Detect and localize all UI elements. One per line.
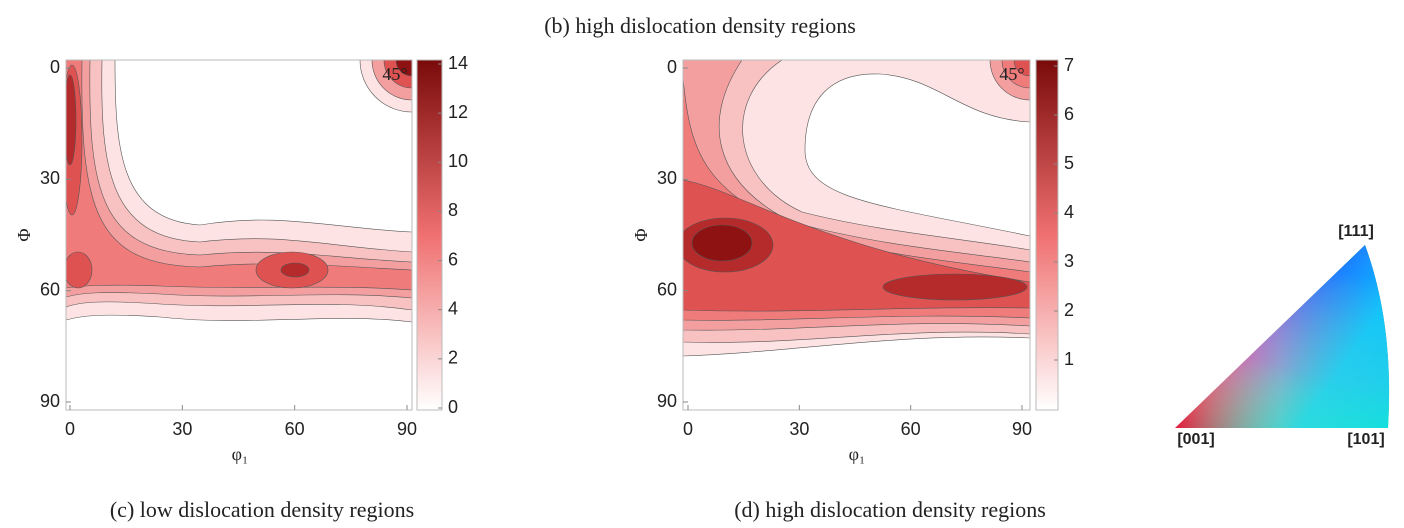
x-tick-label: 90 <box>1012 419 1032 439</box>
y-axis-label: Φ <box>14 228 34 241</box>
x-tick-label: 30 <box>789 419 809 439</box>
ipf-key <box>1175 245 1390 428</box>
ipf-label: [111] <box>1338 223 1374 240</box>
colorbar-tick-label: 5 <box>1064 153 1074 173</box>
colorbar-tick-label: 12 <box>448 102 468 122</box>
colorbar-tick-label: 4 <box>448 298 458 318</box>
x-tick-label: 0 <box>65 419 75 439</box>
colorbar-tick-label: 8 <box>448 200 458 220</box>
y-tick-label: 30 <box>40 168 60 188</box>
colorbar-tick-label: 2 <box>1064 300 1074 320</box>
annotation: 45° <box>999 64 1024 84</box>
plot-frame <box>65 59 413 411</box>
colorbar-tick-label: 7 <box>1064 55 1074 75</box>
plot-frame <box>682 59 1031 411</box>
ipf-label: [101] <box>1347 431 1384 448</box>
colorbar-tick-label: 6 <box>1064 104 1074 124</box>
y-tick-label: 90 <box>657 391 677 411</box>
colorbar-tick-label: 3 <box>1064 251 1074 271</box>
caption: (d) high dislocation density regions <box>734 497 1046 522</box>
colorbar-tick-label: 10 <box>448 151 468 171</box>
annotation: 45° <box>382 64 407 84</box>
colorbar <box>1035 59 1059 411</box>
x-tick-label: 90 <box>397 419 417 439</box>
y-tick-label: 90 <box>40 391 60 411</box>
contour-fill <box>683 60 1030 357</box>
y-axis-label: Φ <box>631 228 651 241</box>
x-axis-label: φ₁ <box>232 444 249 464</box>
colorbar-tick-label: 14 <box>448 53 468 73</box>
x-tick-label: 0 <box>683 419 693 439</box>
colorbar-tick-label: 6 <box>448 249 458 269</box>
x-tick-label: 60 <box>285 419 305 439</box>
y-tick-label: 0 <box>667 57 677 77</box>
caption: (c) low dislocation density regions <box>110 497 414 522</box>
colorbar-tick-label: 4 <box>1064 202 1074 222</box>
contour-fill <box>66 60 412 323</box>
y-tick-label: 30 <box>657 168 677 188</box>
colorbar-tick-label: 1 <box>1064 349 1074 369</box>
colorbar-tick-label: 0 <box>448 397 458 417</box>
colorbar-tick-label: 2 <box>448 348 458 368</box>
ipf-label: [001] <box>1177 431 1214 448</box>
y-tick-label: 0 <box>50 57 60 77</box>
colorbar <box>416 59 443 411</box>
x-tick-label: 60 <box>901 419 921 439</box>
x-axis-label: φ₁ <box>849 444 866 464</box>
x-tick-label: 30 <box>172 419 192 439</box>
y-tick-label: 60 <box>40 279 60 299</box>
y-tick-label: 60 <box>657 279 677 299</box>
figure-title: (b) high dislocation density regions <box>544 13 856 38</box>
